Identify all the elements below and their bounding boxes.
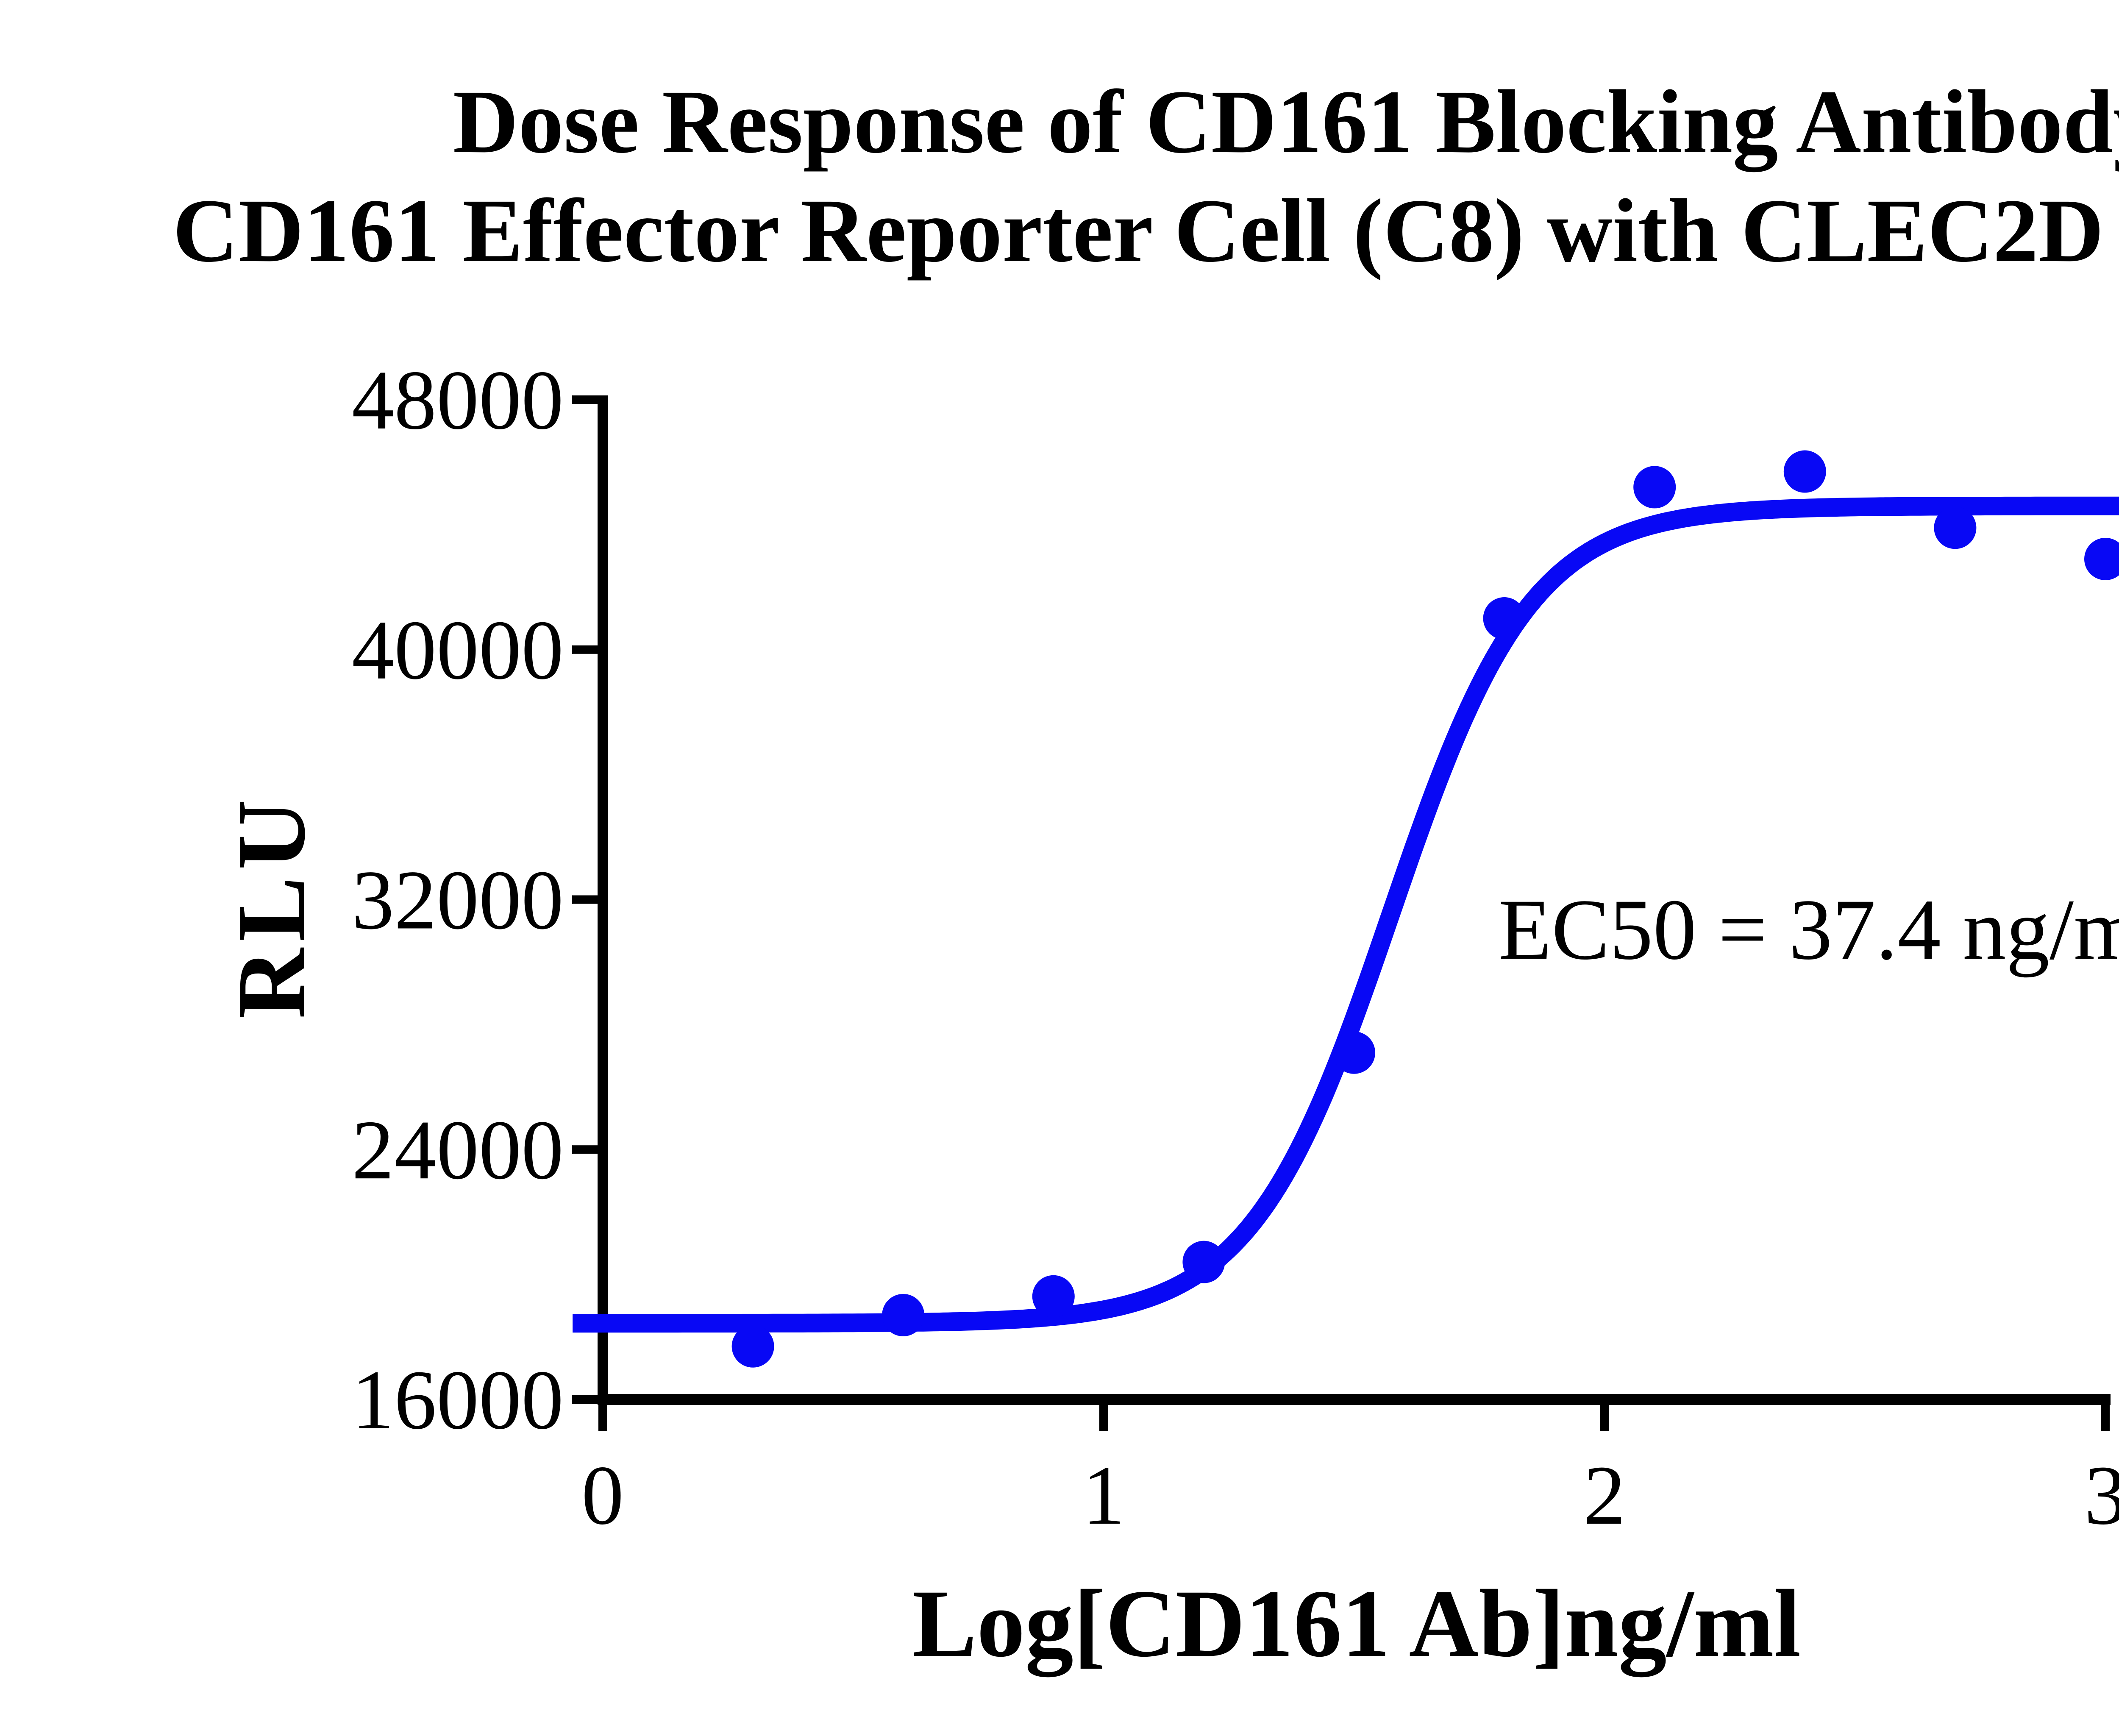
- x-tick-label: 2: [1583, 1449, 1626, 1542]
- x-axis-title: Log[CD161 Ab]ng/ml: [912, 1570, 1801, 1677]
- y-tick-label: 24000: [352, 1103, 564, 1197]
- y-tick-label: 16000: [352, 1353, 564, 1447]
- data-point: [1182, 1241, 1225, 1283]
- data-point: [1333, 1031, 1375, 1074]
- x-tick-label: 0: [581, 1449, 624, 1542]
- y-tick-label: 32000: [352, 854, 564, 947]
- y-tick-label: 48000: [352, 353, 564, 447]
- data-point: [1032, 1275, 1075, 1318]
- chart-title: Dose Response of CD161 Blocking Antibody…: [0, 68, 2119, 286]
- ec50-annotation: EC50 = 37.4 ng/ml: [1499, 882, 2119, 978]
- y-tick-label: 40000: [352, 604, 564, 697]
- chart-title-line2: CD161 Effector Reporter Cell (C8) with C…: [172, 180, 2119, 281]
- data-point: [1633, 466, 1676, 509]
- data-point: [731, 1325, 774, 1368]
- data-point: [1934, 506, 1977, 549]
- data-point: [882, 1294, 925, 1336]
- data-point: [2084, 537, 2119, 580]
- y-axis-title: RLU: [217, 793, 325, 1019]
- x-tick-label: 1: [1082, 1449, 1125, 1542]
- data-point: [1483, 597, 1526, 640]
- data-point: [1783, 450, 1826, 493]
- chart-title-line1: Dose Response of CD161 Blocking Antibody…: [453, 72, 2119, 172]
- x-tick-label: 3: [2084, 1449, 2119, 1542]
